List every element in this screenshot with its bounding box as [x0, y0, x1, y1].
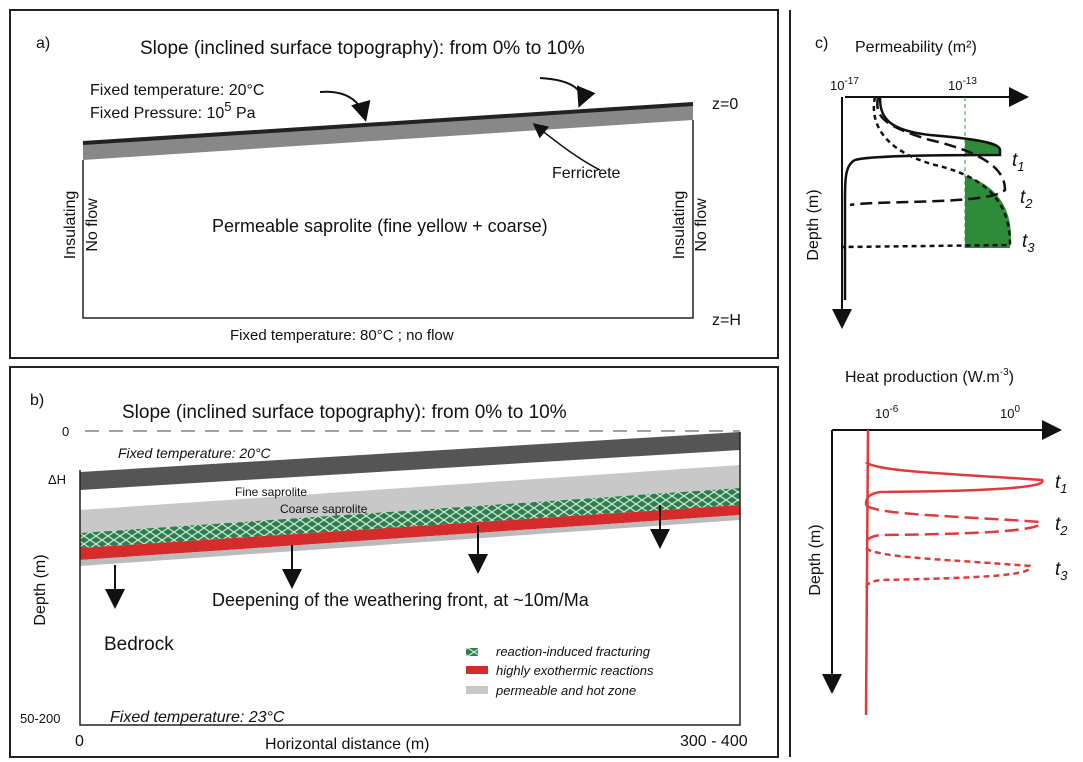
fixed-temp: Fixed temperature: 20°C	[90, 82, 264, 99]
x-start: 0	[75, 733, 84, 750]
bottom: Fixed temperature: 80°C ; no flow	[230, 327, 454, 344]
panel-c: c) Permeability (m²) 10-17 10-13 Depth (…	[805, 35, 1068, 716]
perm-title: Permeability (m²)	[855, 39, 977, 56]
panel-a: a) Slope (inclined surface topography): …	[9, 9, 779, 359]
time: t3	[1022, 231, 1035, 255]
time: t1	[1055, 472, 1068, 496]
no-flow: No flow	[84, 198, 101, 252]
panel-b: b) Slope (inclined surface topography): …	[9, 366, 779, 758]
label: b)	[30, 392, 44, 409]
label: a)	[36, 35, 50, 52]
insulating: Insulating	[671, 191, 688, 260]
zh: z=H	[712, 312, 741, 329]
label: c)	[815, 35, 828, 52]
fine: Fine saprolite	[235, 485, 307, 499]
bedrock: Bedrock	[104, 634, 174, 655]
x-label: Horizontal distance (m)	[265, 736, 430, 753]
time: t3	[1055, 559, 1068, 583]
time: t1	[1012, 150, 1025, 174]
tick: 10-17	[830, 76, 859, 93]
time: t2	[1055, 514, 1068, 538]
heat-title: Heat production (W.m-3)	[845, 367, 1014, 386]
x-end: 300 - 400	[680, 733, 748, 750]
time: t2	[1020, 187, 1033, 211]
insulating: Insulating	[62, 191, 79, 260]
fixed-temp: Fixed temperature: 20°C	[118, 445, 272, 461]
depth-label: Depth (m)	[807, 524, 824, 595]
deepening: Deepening of the weathering front, at ~1…	[212, 590, 590, 610]
depth-range: 50-200	[20, 711, 60, 726]
ferricrete: Ferricrete	[552, 165, 621, 182]
legend-item: highly exothermic reactions	[496, 663, 654, 678]
fixed-pressure: Fixed Pressure: 105 Pa	[90, 99, 256, 122]
legend-item: permeable and hot zone	[495, 683, 636, 698]
zero: 0	[62, 424, 69, 439]
legend-item: reaction-induced fracturing	[496, 644, 651, 659]
slope: Slope (inclined surface topography): fro…	[140, 38, 585, 59]
tick: 100	[1000, 404, 1020, 421]
coarse: Coarse saprolite	[280, 502, 368, 516]
z0: z=0	[712, 96, 738, 113]
slope: Slope (inclined surface topography): fro…	[122, 402, 567, 423]
depth-label: Depth (m)	[32, 554, 49, 625]
fixed-temp: Fixed temperature: 23°C	[110, 709, 285, 726]
depth-label: Depth (m)	[805, 189, 822, 260]
no-flow: No flow	[693, 198, 710, 252]
body: Permeable saprolite (fine yellow + coars…	[212, 216, 548, 236]
delta-h: ΔH	[48, 472, 66, 487]
tick: 10-6	[875, 404, 899, 421]
tick: 10-13	[948, 76, 977, 93]
